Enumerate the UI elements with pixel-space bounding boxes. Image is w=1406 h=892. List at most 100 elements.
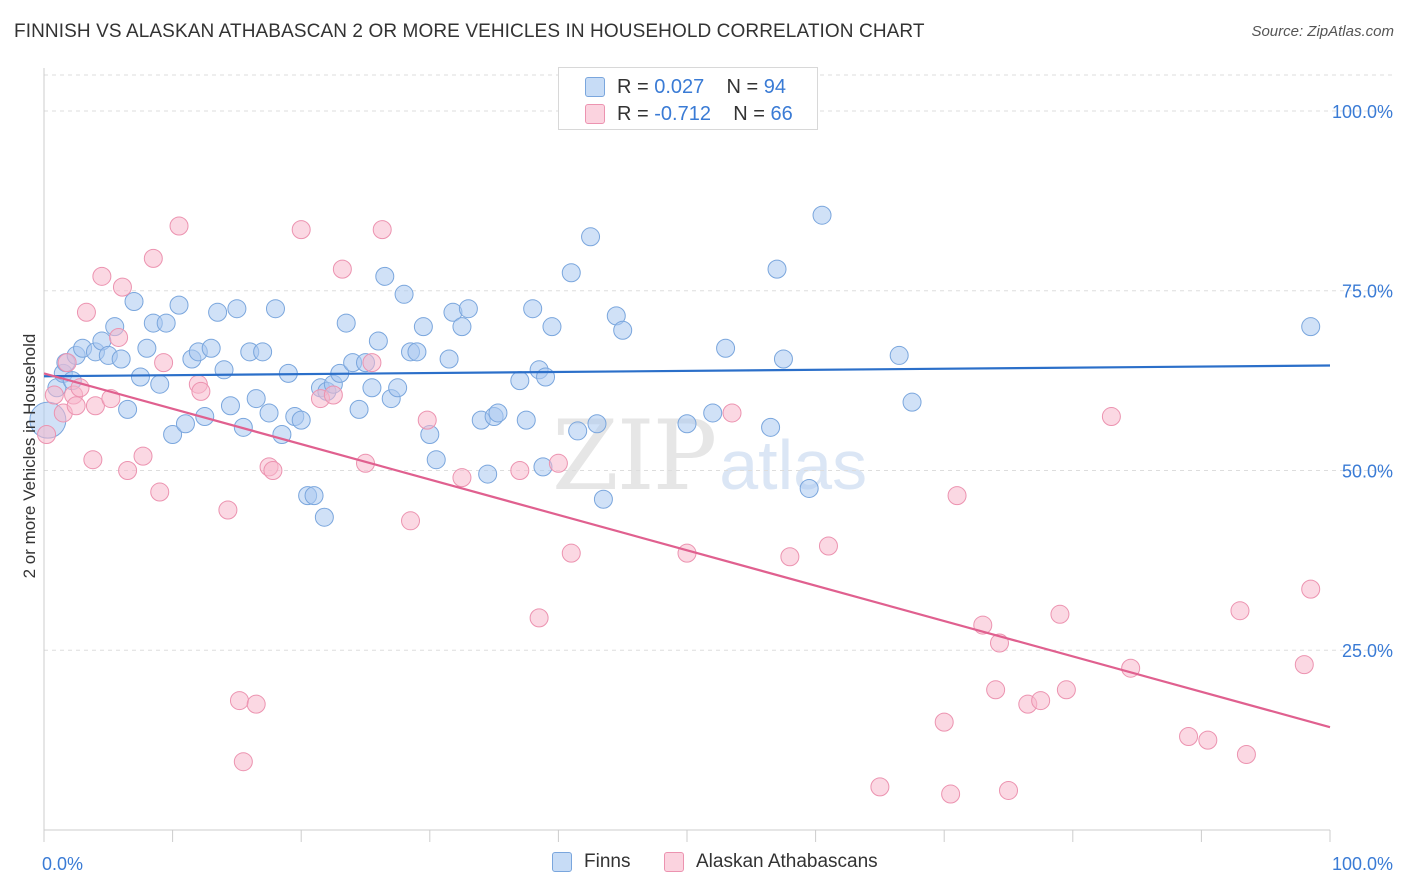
athabascans-trend-line [43, 372, 1331, 729]
finns-point [214, 360, 234, 380]
athabascans-point [66, 396, 86, 416]
finns-point [516, 410, 536, 430]
finns-point [227, 299, 247, 319]
finns-point [533, 457, 553, 477]
finns-point [452, 317, 472, 337]
finns-point [362, 378, 382, 398]
legend-label-finns: Finns [584, 851, 631, 872]
finns-point [130, 367, 150, 387]
source-label: Source: ZipAtlas.com [1251, 23, 1394, 40]
athabascans-point [291, 220, 311, 240]
finns-point [124, 292, 144, 311]
athabascans-point [561, 543, 581, 563]
finns-point [220, 396, 240, 416]
finns-point [137, 338, 157, 358]
athabascans-point [1179, 727, 1199, 747]
athabascans-point [510, 460, 530, 480]
athabascans-point [112, 277, 132, 297]
chart-title: FINNISH VS ALASKAN ATHABASCAN 2 OR MORE … [14, 21, 925, 42]
athabascans-point [941, 784, 961, 804]
finns-point [902, 392, 922, 412]
finns-point [111, 349, 131, 369]
finns-point [394, 284, 414, 304]
finns-point [349, 399, 369, 419]
finns-point [812, 205, 832, 225]
athabascans-point [548, 453, 568, 473]
athabascans-point [452, 468, 472, 488]
athabascans-point [263, 460, 283, 480]
y-tick-label: 100.0% [1332, 102, 1393, 122]
athabascans-point [780, 547, 800, 567]
x-tick-label: 100.0% [1332, 854, 1393, 874]
finns-point [561, 263, 581, 283]
athabascans-point [150, 482, 170, 502]
finns-point [478, 464, 498, 484]
athabascans-point [362, 353, 382, 373]
finns-point [523, 299, 543, 319]
legend-r-label: R = [617, 103, 649, 125]
athabascans-point [1198, 730, 1218, 750]
athabascans-point [246, 694, 266, 714]
athabascans-point [83, 450, 103, 470]
athabascans-point [154, 353, 174, 373]
finns-point [677, 414, 697, 434]
athabascans-point [1101, 407, 1121, 427]
finns-point [118, 399, 138, 419]
y-tick-label: 75.0% [1342, 282, 1393, 302]
y-tick-label: 25.0% [1342, 641, 1393, 661]
athabascans-point [118, 460, 138, 480]
finns-swatch [552, 852, 572, 872]
athabascans-point [233, 752, 253, 772]
athabascans-point [1294, 655, 1314, 675]
legend-r-value: 0.027 [654, 76, 705, 98]
finns-point [773, 349, 793, 369]
athabascans-point [1236, 745, 1256, 764]
athabascans-point [229, 691, 249, 711]
athabascans-point [76, 302, 96, 322]
athabascans-point [332, 259, 352, 279]
athabascans-swatch [585, 104, 605, 124]
athabascans-point [870, 777, 890, 797]
finns-point [889, 345, 909, 365]
finns-point [259, 403, 279, 423]
finns-point [368, 331, 388, 351]
athabascans-point [57, 353, 77, 373]
athabascans-point [44, 385, 64, 405]
finns-point [1301, 317, 1321, 337]
finns-point [314, 507, 334, 527]
athabascans-point [1050, 604, 1070, 624]
y-tick-label: 50.0% [1342, 461, 1393, 481]
finns-point [201, 338, 221, 358]
finns-point [253, 342, 273, 362]
legend-n-value: 94 [763, 76, 787, 98]
finns-point [291, 410, 311, 430]
athabascans-point [934, 712, 954, 732]
athabascans-point [417, 410, 437, 430]
finns-point [413, 317, 433, 337]
athabascans-point [191, 381, 211, 401]
athabascans-point [818, 536, 838, 556]
athabascans-point [85, 396, 105, 416]
finns-swatch [585, 77, 605, 97]
finns-point [488, 403, 508, 423]
finns-point [439, 349, 459, 369]
finns-point [761, 417, 781, 437]
finns-point [799, 478, 819, 498]
athabascans-point [218, 500, 238, 520]
athabascans-point [999, 780, 1018, 800]
athabascans-point [133, 446, 153, 466]
athabascans-point [169, 216, 189, 236]
athabascans-point [70, 378, 90, 398]
finns-point [375, 266, 395, 286]
finns-point [587, 414, 607, 434]
finns-point [767, 259, 787, 279]
athabascans-point [1301, 579, 1321, 599]
athabascans-point [401, 511, 421, 531]
athabascans-swatch [664, 852, 684, 872]
finns-point [593, 489, 613, 509]
athabascans-point [677, 543, 697, 563]
athabascans-point [722, 403, 742, 423]
stats-legend: R = 0.027 N = 94 R = -0.712 N = 66 [558, 67, 818, 130]
athabascans-point [109, 327, 129, 347]
athabascans-point [529, 608, 549, 628]
